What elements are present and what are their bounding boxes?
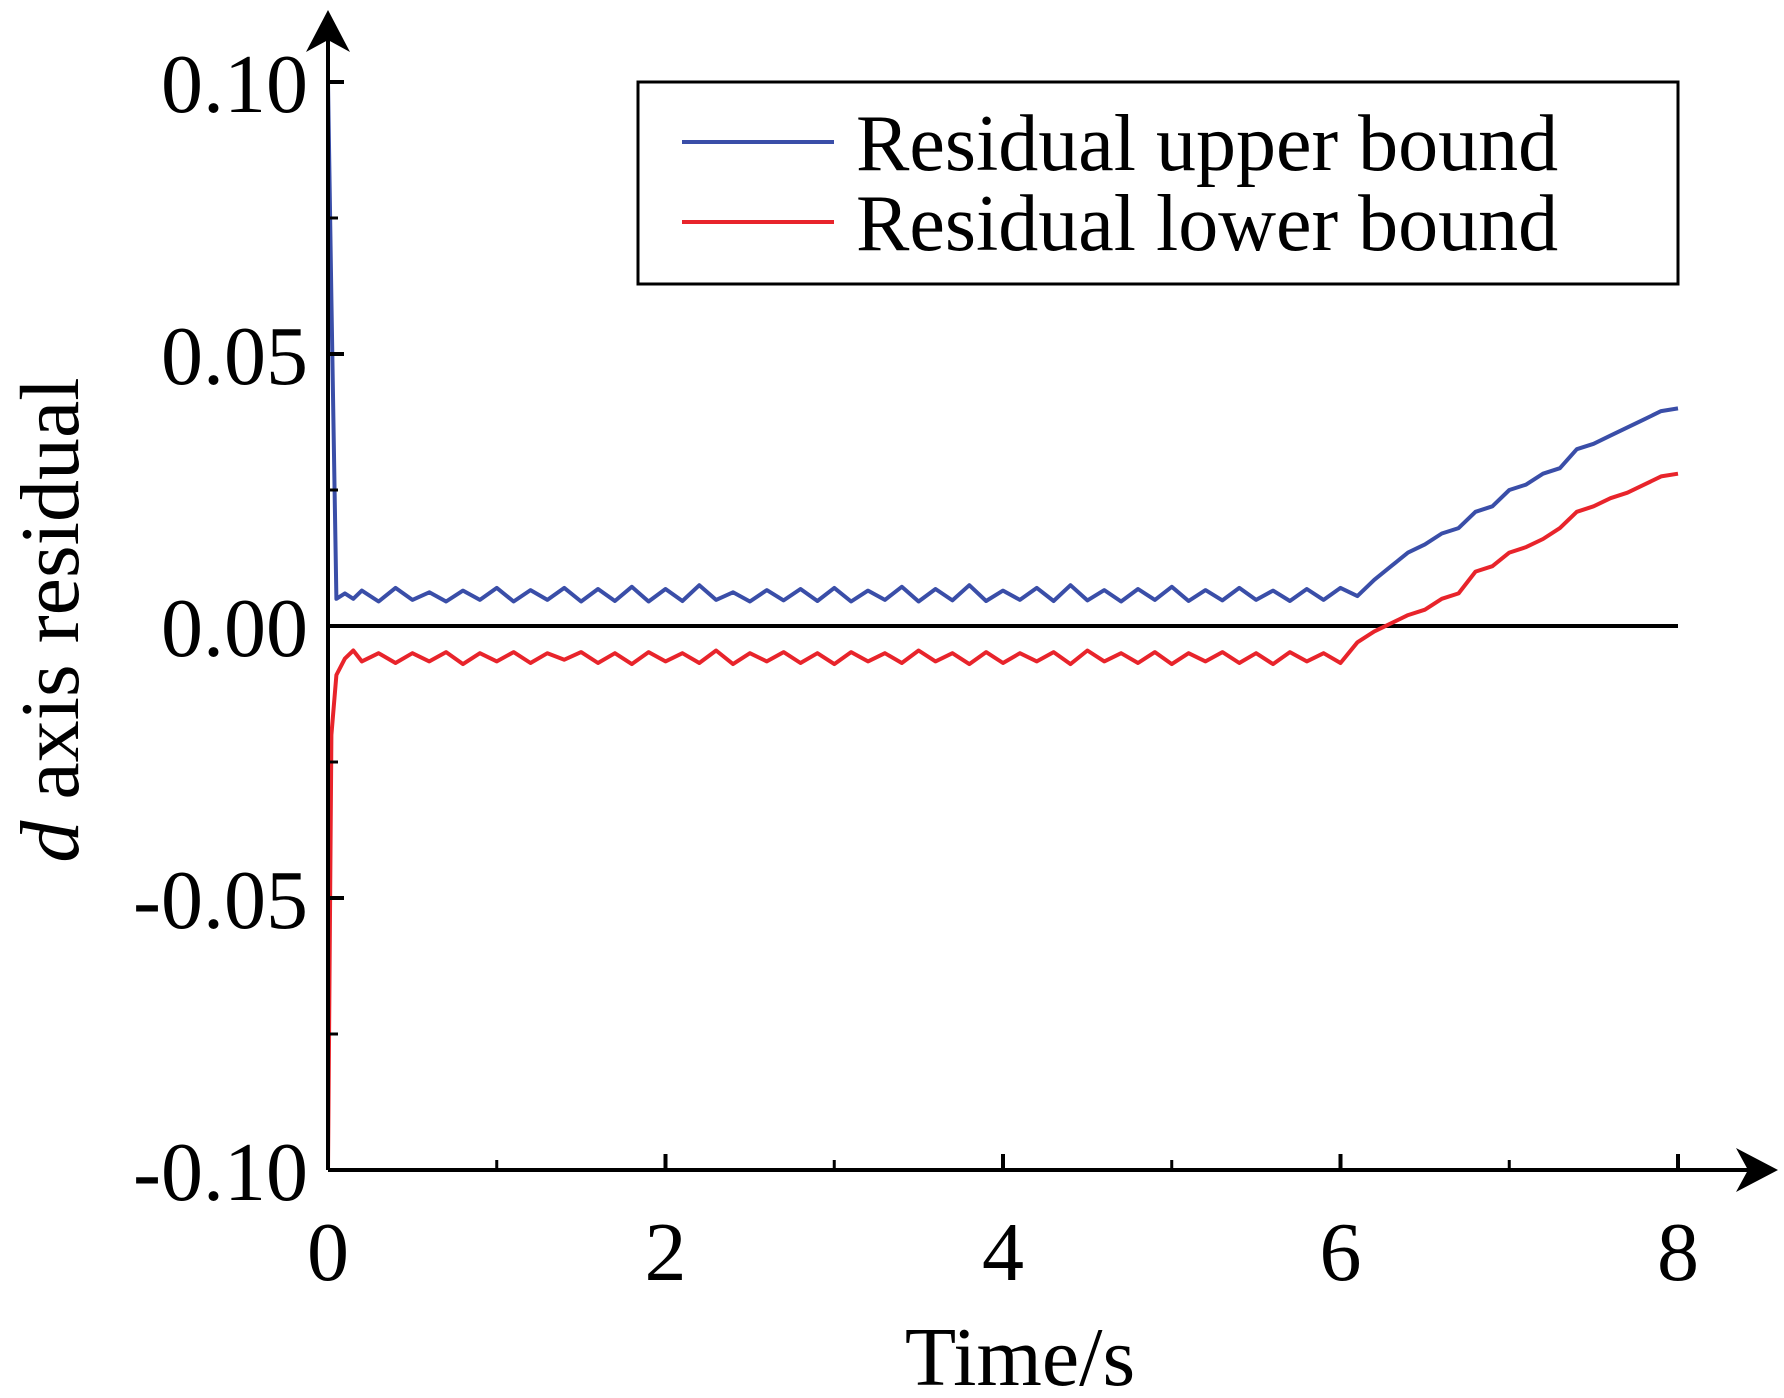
x-tick-label: 4 xyxy=(982,1206,1024,1299)
y-tick-label: 0.05 xyxy=(161,310,308,403)
y-tick-label: -0.10 xyxy=(133,1126,308,1219)
legend-box xyxy=(636,80,1680,286)
legend-label-upper-bound: Residual upper bound xyxy=(856,100,1558,188)
x-axis-arrow xyxy=(1736,1148,1778,1192)
y-axis-title: d axis residual xyxy=(4,377,97,862)
series-line-lower-bound xyxy=(326,471,1679,1171)
y-axis-title-variable: d xyxy=(4,820,97,863)
y-tick-label: 0.00 xyxy=(161,582,308,675)
x-tick-label: 2 xyxy=(645,1206,687,1299)
axes-layer: 0 2 4 6 8 -0.10 -0.05 0.00 0.05 0.10 xyxy=(133,10,1778,1299)
y-tick-label: -0.05 xyxy=(133,854,308,947)
y-tick-label: 0.10 xyxy=(161,38,308,131)
series-line-upper-bound xyxy=(326,81,1679,604)
x-tick-label: 8 xyxy=(1657,1206,1699,1299)
x-tick-label: 0 xyxy=(307,1206,349,1299)
series-layer xyxy=(326,81,1679,1171)
y-axis-title-text: axis residual xyxy=(4,377,97,820)
x-axis-title: Time/s xyxy=(905,1311,1135,1393)
legend-label-lower-bound: Residual lower bound xyxy=(856,180,1558,268)
y-axis-arrow xyxy=(306,10,350,52)
x-tick-label: 6 xyxy=(1320,1206,1362,1299)
y-axis-title-group: d axis residual xyxy=(4,377,97,862)
